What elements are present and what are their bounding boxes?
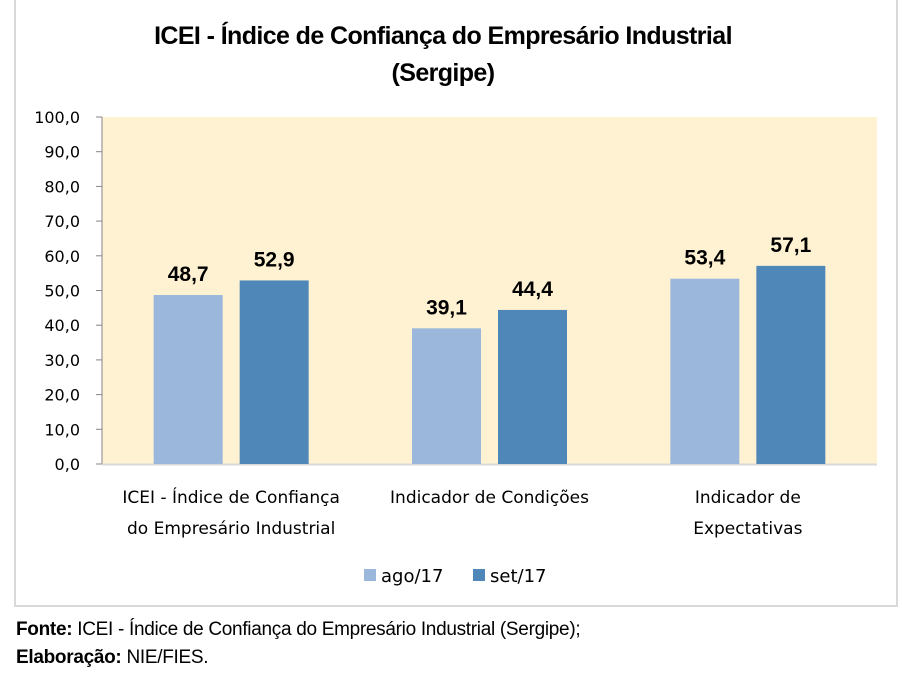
y-tick-label: 80,0 bbox=[44, 177, 80, 196]
bar-ago-17 bbox=[153, 295, 223, 464]
data-label: 44,4 bbox=[512, 278, 553, 301]
x-tick-label: Indicador de Condições bbox=[390, 488, 589, 508]
y-tick-label: 30,0 bbox=[44, 351, 80, 370]
y-tick-label: 60,0 bbox=[44, 247, 80, 266]
legend: ago/17 set/17 bbox=[364, 566, 546, 587]
bar-ago-17 bbox=[670, 278, 740, 464]
x-tick-label: ICEI - Índice de Confiança bbox=[122, 486, 339, 508]
y-tick-label: 10,0 bbox=[44, 420, 80, 439]
y-tick-label: 20,0 bbox=[44, 386, 80, 405]
credit-label: Elaboração: bbox=[16, 647, 122, 668]
bar-chart: ICEI - Índice de Confiança do Empresário… bbox=[34, 21, 877, 587]
source-line: Fonte: ICEI - Índice de Confiança do Emp… bbox=[16, 616, 581, 644]
y-tick-label: 100,0 bbox=[34, 108, 80, 127]
x-tick-label: Indicador de bbox=[695, 488, 801, 508]
data-label: 52,9 bbox=[254, 248, 295, 271]
data-label: 57,1 bbox=[770, 234, 811, 257]
x-tick-label: do Empresário Industrial bbox=[127, 519, 335, 539]
source-text: ICEI - Índice de Confiança do Empresário… bbox=[72, 619, 581, 640]
y-tick-label: 70,0 bbox=[44, 212, 80, 231]
credit-line: Elaboração: NIE/FIES. bbox=[16, 644, 580, 672]
y-tick-label: 40,0 bbox=[44, 316, 80, 335]
bar-set-17 bbox=[756, 265, 826, 464]
bar-ago-17 bbox=[412, 328, 481, 464]
data-label: 39,1 bbox=[426, 296, 467, 319]
y-tick-label: 0,0 bbox=[55, 455, 80, 474]
chart-subtitle: (Sergipe) bbox=[392, 59, 495, 87]
legend-label: set/17 bbox=[490, 566, 546, 587]
x-tick-label: Expectativas bbox=[693, 519, 802, 539]
y-tick-label: 50,0 bbox=[44, 282, 80, 301]
credit-text: NIE/FIES. bbox=[121, 647, 209, 668]
legend-swatch-ago-17 bbox=[364, 569, 376, 581]
y-tick-label: 90,0 bbox=[44, 143, 80, 162]
chart-footer: Fonte: ICEI - Índice de Confiança do Emp… bbox=[16, 616, 581, 672]
bar-set-17 bbox=[498, 309, 567, 464]
source-label: Fonte: bbox=[16, 619, 73, 640]
data-label: 48,7 bbox=[168, 263, 209, 286]
data-label: 53,4 bbox=[684, 247, 725, 270]
chart-title: ICEI - Índice de Confiança do Empresário… bbox=[154, 21, 732, 50]
x-axis-labels: ICEI - Índice de Confiança do Empresário … bbox=[122, 486, 802, 539]
bars: 48,7 52,9 39,1 44,4 53,4 57,1 bbox=[153, 234, 826, 464]
legend-swatch-set-17 bbox=[473, 569, 485, 581]
y-axis: 0,0 10,0 20,0 30,0 40,0 50,0 60,0 70,0 80,0 90,0 1… bbox=[34, 108, 877, 474]
legend-label: ago/17 bbox=[381, 566, 443, 587]
bar-set-17 bbox=[239, 280, 309, 464]
plot-area bbox=[102, 117, 877, 464]
